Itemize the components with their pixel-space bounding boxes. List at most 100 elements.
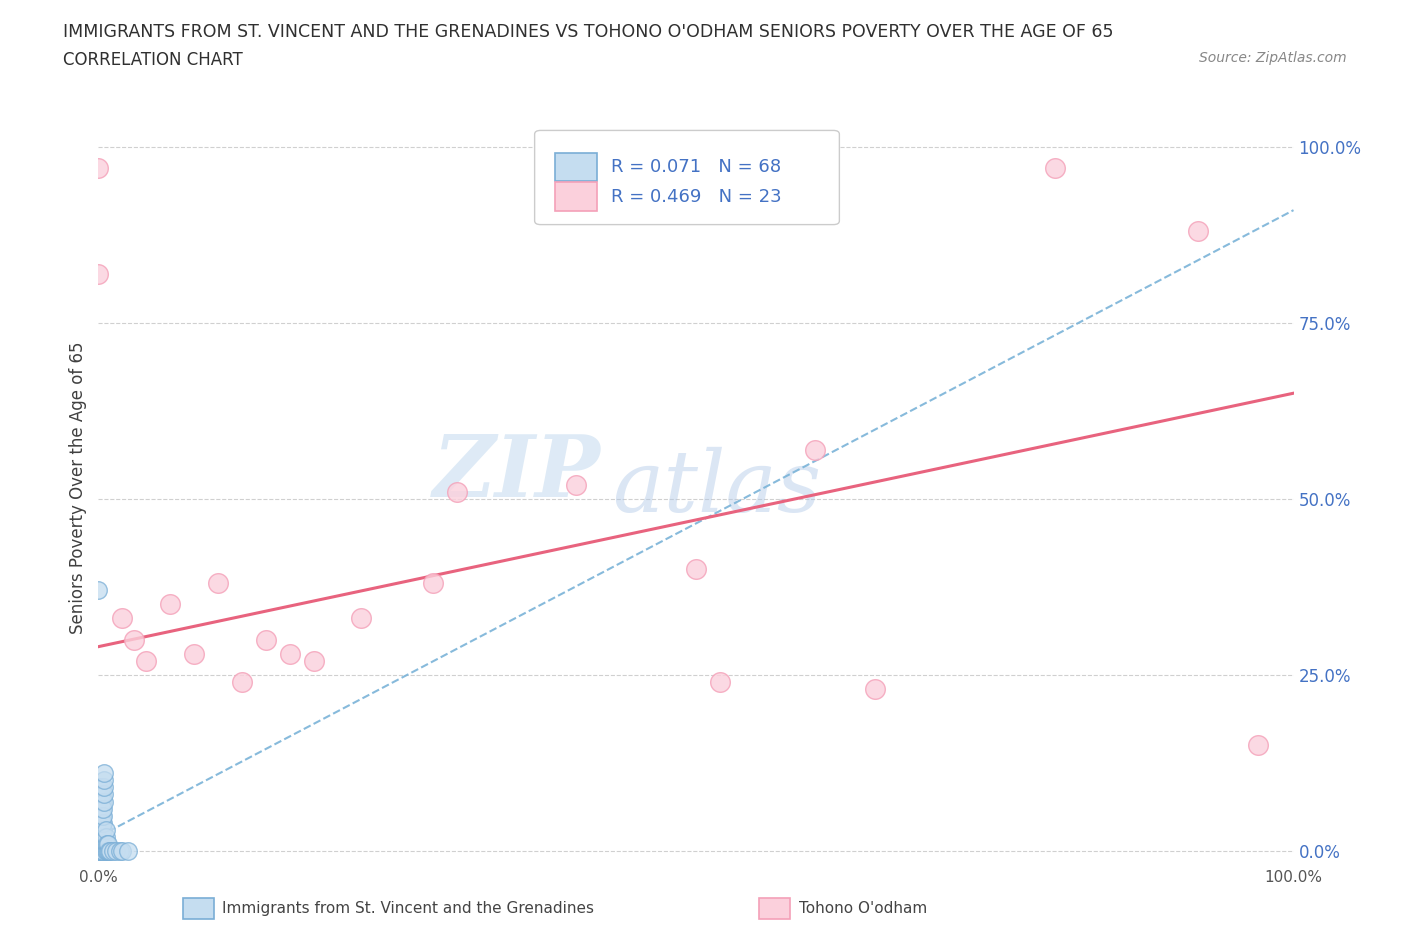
Point — [87, 161, 110, 176]
Point — [350, 611, 373, 626]
Point — [90, 816, 112, 830]
Text: R = 0.071   N = 68: R = 0.071 N = 68 — [612, 158, 782, 176]
Point — [89, 836, 111, 851]
Point — [1043, 161, 1066, 176]
Point — [87, 808, 110, 823]
Point — [87, 266, 110, 281]
Point — [804, 442, 827, 457]
Point — [87, 583, 110, 598]
Point — [91, 808, 114, 823]
Point — [94, 836, 117, 851]
Point — [91, 816, 114, 830]
Point — [91, 801, 114, 816]
Point — [87, 816, 110, 830]
Bar — [555, 182, 596, 211]
Point — [90, 844, 112, 858]
Text: CORRELATION CHART: CORRELATION CHART — [63, 51, 243, 69]
Point — [89, 808, 111, 823]
Point — [89, 830, 111, 844]
Bar — [555, 153, 596, 181]
Point — [91, 780, 114, 795]
Point — [111, 844, 134, 858]
Point — [91, 844, 114, 858]
Point — [90, 822, 112, 837]
Point — [94, 822, 117, 837]
Point — [91, 816, 114, 830]
Point — [91, 836, 114, 851]
Point — [1187, 224, 1209, 239]
Point — [91, 822, 114, 837]
Point — [87, 844, 110, 858]
Point — [96, 836, 118, 851]
Point — [89, 816, 111, 830]
Point — [91, 830, 114, 844]
Point — [93, 780, 115, 795]
Point — [302, 653, 325, 668]
Text: Tohono O'odham: Tohono O'odham — [799, 901, 927, 916]
Point — [91, 794, 114, 809]
Point — [90, 787, 112, 802]
Point — [135, 653, 157, 668]
Point — [91, 830, 114, 844]
Y-axis label: Seniors Poverty Over the Age of 65: Seniors Poverty Over the Age of 65 — [69, 342, 87, 634]
Point — [278, 646, 301, 661]
Text: ZIP: ZIP — [433, 432, 600, 515]
Point — [91, 808, 114, 823]
FancyBboxPatch shape — [534, 130, 839, 224]
Point — [87, 830, 110, 844]
Point — [124, 632, 146, 647]
Point — [96, 844, 118, 858]
Text: Immigrants from St. Vincent and the Grenadines: Immigrants from St. Vincent and the Gren… — [222, 901, 595, 916]
Point — [89, 822, 111, 837]
Point — [685, 562, 707, 577]
Point — [97, 836, 120, 851]
Point — [94, 844, 117, 858]
Point — [87, 787, 110, 802]
Point — [90, 836, 112, 851]
Point — [89, 801, 111, 816]
Point — [91, 801, 114, 816]
Point — [89, 844, 111, 858]
Point — [89, 780, 111, 795]
Point — [89, 794, 111, 809]
Point — [117, 844, 139, 858]
Point — [93, 794, 115, 809]
Point — [91, 844, 114, 858]
Point — [1247, 737, 1270, 752]
Point — [97, 844, 120, 858]
Point — [709, 674, 731, 689]
Point — [90, 794, 112, 809]
Point — [159, 597, 181, 612]
Point — [101, 844, 124, 858]
Text: Source: ZipAtlas.com: Source: ZipAtlas.com — [1199, 51, 1347, 65]
Point — [91, 787, 114, 802]
Text: R = 0.469   N = 23: R = 0.469 N = 23 — [612, 188, 782, 206]
Point — [87, 794, 110, 809]
Point — [105, 844, 128, 858]
Point — [207, 576, 229, 591]
Text: IMMIGRANTS FROM ST. VINCENT AND THE GRENADINES VS TOHONO O'ODHAM SENIORS POVERTY: IMMIGRANTS FROM ST. VINCENT AND THE GREN… — [63, 23, 1114, 41]
Point — [93, 787, 115, 802]
Point — [422, 576, 444, 591]
Point — [98, 844, 122, 858]
Point — [90, 830, 112, 844]
Point — [98, 844, 121, 858]
Point — [91, 822, 114, 837]
Point — [565, 477, 588, 492]
Point — [183, 646, 205, 661]
Point — [87, 822, 110, 837]
Point — [87, 801, 110, 816]
Point — [93, 773, 115, 788]
Point — [87, 780, 110, 795]
Point — [90, 780, 112, 795]
Point — [254, 632, 277, 647]
Point — [89, 787, 111, 802]
Point — [231, 674, 253, 689]
Text: atlas: atlas — [613, 447, 821, 529]
Point — [111, 611, 134, 626]
Point — [108, 844, 131, 858]
Point — [90, 801, 112, 816]
Point — [446, 485, 468, 499]
Point — [87, 836, 110, 851]
Point — [90, 808, 112, 823]
